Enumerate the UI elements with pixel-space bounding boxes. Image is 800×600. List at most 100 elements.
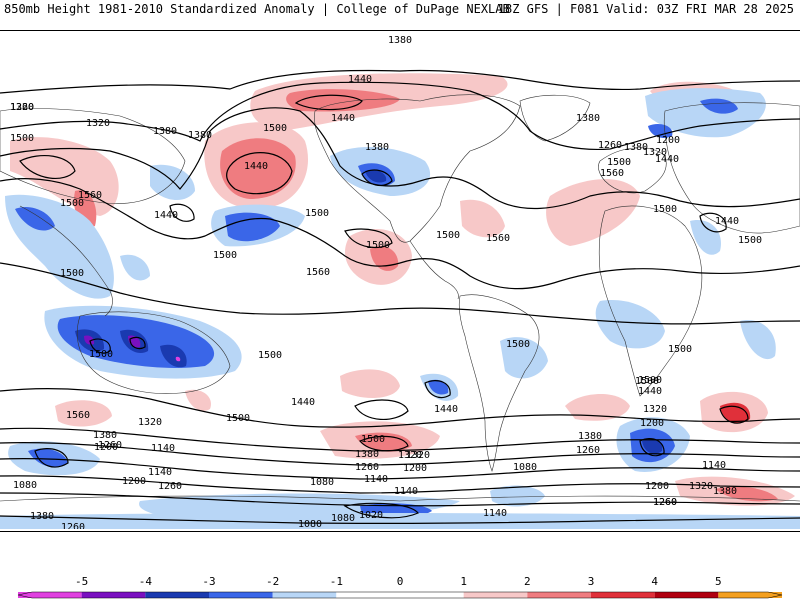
australia-outline xyxy=(76,311,231,394)
contour-label: 1440 xyxy=(348,74,372,85)
contour-label: 1080 xyxy=(298,519,322,529)
colorbar-segment xyxy=(18,592,82,598)
contour-label: 1500 xyxy=(653,204,677,215)
contour-label: 1380 xyxy=(713,486,737,497)
contour-label: 1500 xyxy=(263,123,287,134)
anomaly-pos2 xyxy=(355,432,412,452)
bottom-divider xyxy=(0,531,800,532)
anomaly-neg2 xyxy=(28,448,68,468)
colorbar-tick-label: -1 xyxy=(330,575,343,588)
contour-label: 1560 xyxy=(78,190,102,201)
contour-label: 1200 xyxy=(403,463,427,474)
anomaly-neg1 xyxy=(690,220,721,255)
colorbar-blocks xyxy=(17,591,783,599)
contour-label: 1260 xyxy=(576,445,600,456)
contour-label: 1320 xyxy=(643,147,667,158)
anomaly-neg3 xyxy=(365,169,387,183)
colorbar-tick-label: -5 xyxy=(75,575,88,588)
contour-label: 1140 xyxy=(702,460,726,471)
contour-label: 1500 xyxy=(305,208,329,219)
contour-label: 1200 xyxy=(656,135,680,146)
colorbar-segment xyxy=(654,592,719,598)
contour-label: 1260 xyxy=(98,440,122,451)
top-divider xyxy=(0,30,800,31)
colorbar-ticks: -5 -4 -3 -2 -1 0 1 2 3 4 5 xyxy=(75,575,722,588)
contour-label: 1140 xyxy=(151,443,175,454)
contour-label: 1440 xyxy=(655,154,679,165)
central-america-outline xyxy=(409,240,459,300)
contour-label: 1380 xyxy=(93,430,117,441)
contour-label: 1440 xyxy=(638,386,662,397)
contour-label: 1380 xyxy=(188,130,212,141)
contour-label: 1080 xyxy=(13,480,37,491)
contour-label: 1500 xyxy=(506,339,530,350)
contour-label: 1500 xyxy=(436,230,460,241)
contour-label: 1560 xyxy=(306,267,330,278)
contour-label: 1380 xyxy=(30,511,54,522)
contour-label: 1140 xyxy=(364,474,388,485)
contour-label: 1500 xyxy=(361,434,385,445)
contour-low xyxy=(699,212,727,233)
contour-low xyxy=(19,154,76,179)
contour-label: 1500 xyxy=(366,240,390,251)
contour-label: 1260 xyxy=(355,462,379,473)
contour-high xyxy=(354,399,409,421)
colorbar-tick-label: 1 xyxy=(460,575,467,588)
contour-label: 1200 xyxy=(645,481,669,492)
contour-label: 1500 xyxy=(638,375,662,386)
contour-label: 1260 xyxy=(10,102,34,113)
contour-label: 1260 xyxy=(653,497,677,508)
contour-low xyxy=(89,338,111,354)
contour-label: 1320 xyxy=(689,481,713,492)
contour-line xyxy=(0,178,800,290)
contour-low xyxy=(639,438,665,457)
europe-outline xyxy=(598,147,667,194)
anomaly-neg2 xyxy=(428,379,449,395)
contour-label: 1260 xyxy=(61,522,85,529)
contour-label: 1080 xyxy=(331,513,355,524)
colorbar-tick-label: 4 xyxy=(651,575,658,588)
valid-time: 18Z GFS | F081 Valid: 03Z FRI MAR 28 202… xyxy=(497,2,794,16)
colorbar-segment xyxy=(463,592,528,598)
negative-anomaly-shading xyxy=(0,88,800,529)
contour-label: 1200 xyxy=(94,442,118,453)
contour-label: 1560 xyxy=(600,168,624,179)
contour-label: 1440 xyxy=(244,161,268,172)
contour-label: 1500 xyxy=(213,250,237,261)
contour-label: 1380 xyxy=(388,35,412,46)
contour-line xyxy=(0,81,800,150)
contour-label: 1500 xyxy=(607,157,631,168)
anomaly-neg2 xyxy=(15,206,55,231)
contour-label: 1500 xyxy=(258,350,282,361)
anomaly-pos1 xyxy=(185,389,211,411)
contour-label: 1500 xyxy=(668,344,692,355)
contour-line xyxy=(0,388,800,428)
colorbar-segment xyxy=(272,592,337,598)
contour-low xyxy=(361,169,393,187)
colorbar-segment xyxy=(81,592,146,598)
contour-line xyxy=(0,262,800,325)
colorbar-tick-label: 5 xyxy=(715,575,722,588)
colorbar-segment xyxy=(145,592,209,598)
anomaly-neg5 xyxy=(175,356,181,362)
contour-line xyxy=(0,69,800,94)
anomaly-pos1 xyxy=(565,393,630,421)
anomaly-neg3 xyxy=(160,344,187,368)
contour-line xyxy=(0,515,800,524)
colorbar-tick-label: 0 xyxy=(397,575,404,588)
contour-label: 1560 xyxy=(486,233,510,244)
anomaly-pos1 xyxy=(55,400,112,427)
colorbar-segment xyxy=(336,592,400,598)
contour-label: 1380 xyxy=(365,142,389,153)
colorbar-segment xyxy=(400,592,464,598)
colorbar-tick-label: -4 xyxy=(139,575,153,588)
colorbar-tick-label: 3 xyxy=(588,575,595,588)
contour-line xyxy=(0,475,800,494)
contour-line xyxy=(0,492,800,507)
anomaly-neg1 xyxy=(645,88,766,138)
anomaly-pos2 xyxy=(286,89,400,112)
anomaly-neg4 xyxy=(84,335,95,345)
asia-west-outline xyxy=(0,108,186,204)
contour-label: 1500 xyxy=(635,376,659,387)
contour-label: 1500 xyxy=(60,198,84,209)
